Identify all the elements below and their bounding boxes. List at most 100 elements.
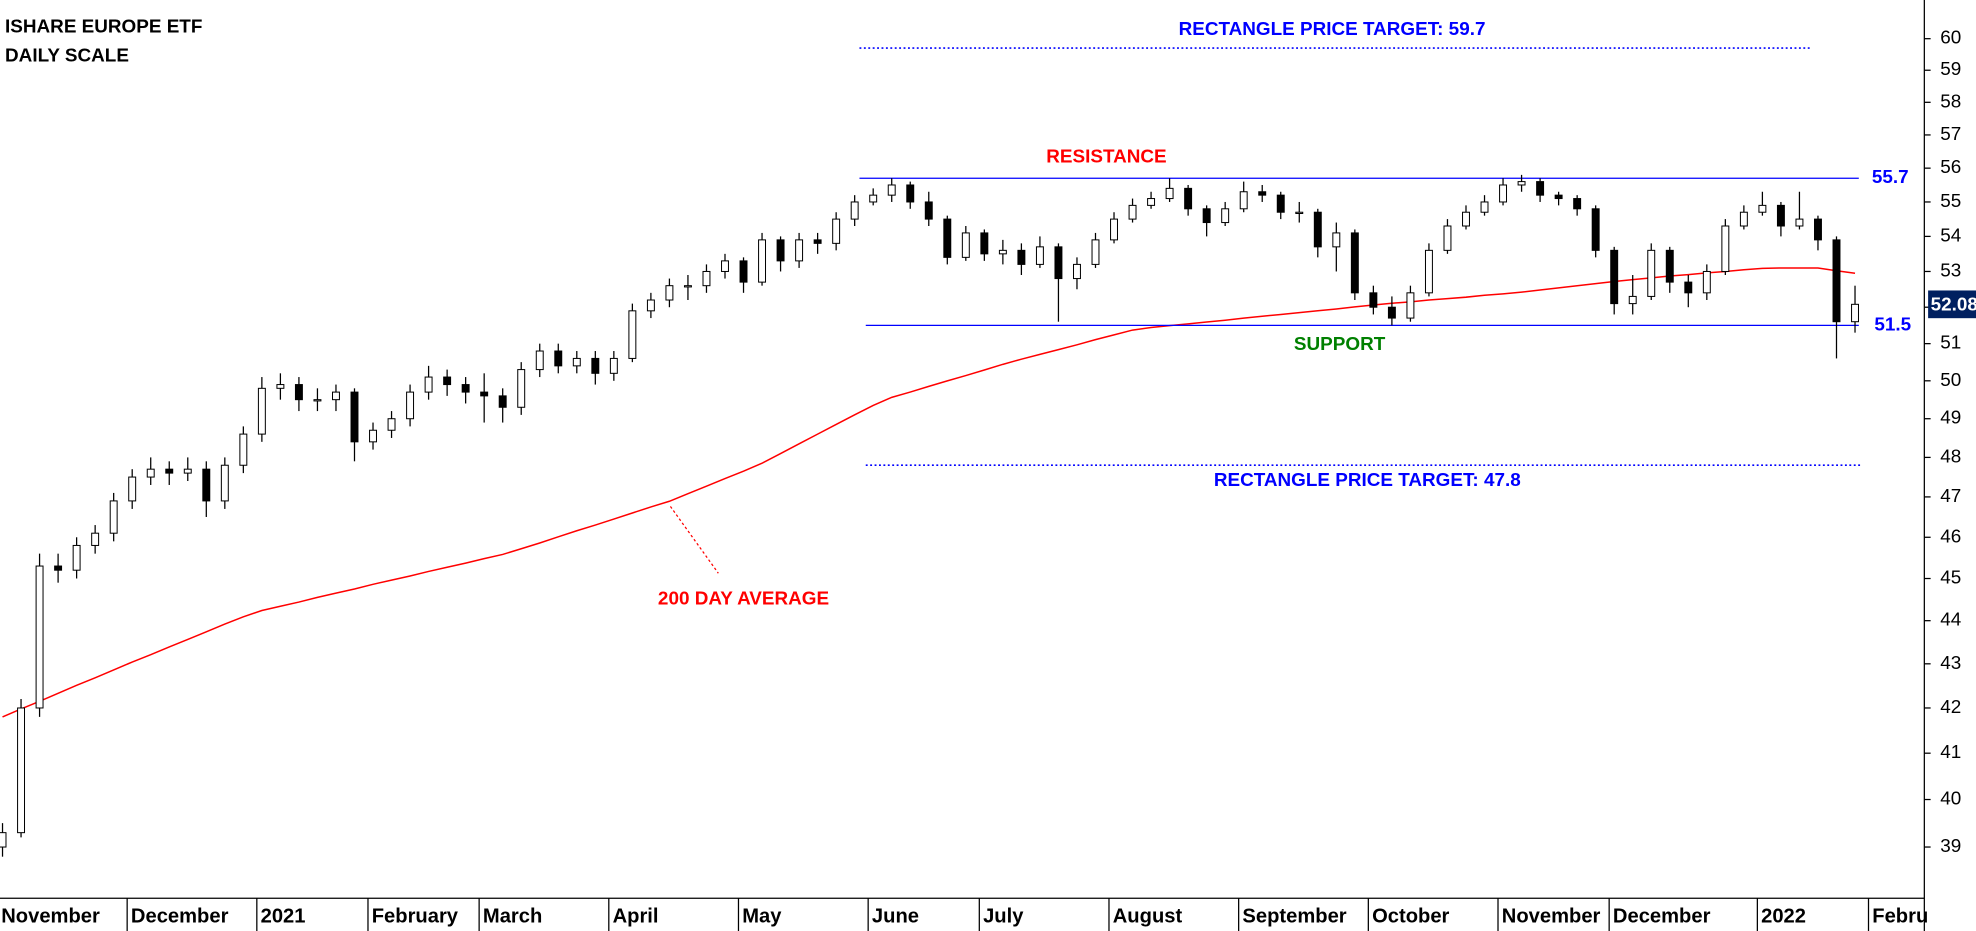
x-tick-label: June xyxy=(872,905,919,927)
x-tick-label: July xyxy=(983,905,1024,927)
candle-body xyxy=(257,387,266,435)
y-tick-label: 43 xyxy=(1940,653,1961,674)
candle-body xyxy=(1499,184,1508,203)
candle-body xyxy=(683,285,692,288)
candle-body xyxy=(128,476,137,502)
candle-body xyxy=(1573,198,1582,210)
y-tick-label: 47 xyxy=(1940,486,1961,507)
candle-body xyxy=(1795,218,1804,227)
candle-body xyxy=(276,384,285,389)
candle-body xyxy=(1017,249,1026,265)
candle-body xyxy=(17,707,26,834)
x-tick-label: April xyxy=(613,905,659,927)
candle-body xyxy=(1054,246,1063,280)
x-tick-label: March xyxy=(483,905,542,927)
candle-body xyxy=(1591,208,1600,251)
candle-body xyxy=(572,357,581,367)
candle-body xyxy=(0,832,7,848)
candle-body xyxy=(1239,191,1248,210)
candle-body xyxy=(294,384,303,401)
candle-body xyxy=(1443,225,1452,251)
candle-body xyxy=(980,232,989,255)
candle-body xyxy=(1110,218,1118,241)
candle-body xyxy=(646,299,655,312)
candle-body xyxy=(35,565,44,709)
y-tick-label: 42 xyxy=(1940,697,1961,718)
candle-body xyxy=(220,464,229,502)
x-tick-label: September xyxy=(1242,905,1346,927)
candle-body xyxy=(1165,187,1174,200)
level-label: RECTANGLE PRICE TARGET: 47.8 xyxy=(1214,470,1521,491)
candle-body xyxy=(609,357,618,374)
x-tick-label: December xyxy=(1613,905,1711,927)
candle-body xyxy=(1517,181,1526,186)
candle-body xyxy=(1035,246,1044,265)
candle-body xyxy=(461,384,470,393)
candle-body xyxy=(1202,208,1211,224)
y-tick-label: 40 xyxy=(1940,789,1961,810)
candle-body xyxy=(795,239,804,262)
candle-body xyxy=(165,468,174,474)
x-tick-label: Febru xyxy=(1872,905,1928,927)
candle-body xyxy=(1258,191,1267,196)
x-tick-label: May xyxy=(742,905,782,927)
candle-body xyxy=(1332,232,1341,248)
candle-body xyxy=(1221,208,1230,224)
candle-body xyxy=(535,350,544,371)
candle-body xyxy=(1851,303,1859,323)
candle-body xyxy=(1758,204,1767,213)
x-tick-label: November xyxy=(1502,905,1601,927)
x-tick-label: August xyxy=(1113,905,1183,927)
candle-body xyxy=(1276,194,1285,213)
candle-body xyxy=(91,532,100,546)
candle-body xyxy=(1462,211,1470,227)
candle-body xyxy=(813,239,822,244)
candle-body xyxy=(1647,249,1656,297)
candle-body xyxy=(1739,211,1748,227)
candle-body xyxy=(1628,295,1637,305)
candle-body xyxy=(1554,194,1563,200)
candle-body xyxy=(554,350,563,367)
candle-body xyxy=(702,270,711,287)
y-tick-label: 58 xyxy=(1940,91,1961,112)
candle-body xyxy=(776,239,785,262)
candle-body xyxy=(109,500,118,534)
candle-body xyxy=(906,184,915,203)
x-tick-label: February xyxy=(372,905,459,927)
x-tick-label: 2021 xyxy=(261,905,306,927)
level-label: SUPPORT xyxy=(1294,334,1386,355)
candle-body xyxy=(591,357,600,374)
y-tick-label: 49 xyxy=(1940,408,1961,429)
chart-title: ISHARE EUROPE ETF xyxy=(5,17,202,38)
candle-body xyxy=(443,376,452,386)
candle-body xyxy=(498,395,507,408)
candle-body xyxy=(517,369,526,408)
candle-body xyxy=(1814,218,1822,241)
candle-body xyxy=(350,391,359,443)
candle-body xyxy=(480,391,489,397)
candle-body xyxy=(202,468,211,502)
candle-body xyxy=(1776,204,1785,227)
y-tick-label: 45 xyxy=(1940,568,1961,589)
last-price-label: 52.08 xyxy=(1931,295,1976,316)
candle-body xyxy=(1684,281,1693,294)
y-tick-label: 55 xyxy=(1940,191,1961,212)
candle-body xyxy=(1387,306,1396,319)
y-tick-label: 51 xyxy=(1940,333,1961,354)
y-tick-label: 54 xyxy=(1940,225,1961,246)
candle-body xyxy=(146,468,155,478)
candle-body xyxy=(54,565,63,571)
candle-body xyxy=(1480,201,1489,213)
y-tick-label: 46 xyxy=(1940,526,1961,547)
candle-body xyxy=(665,285,674,301)
candle-body xyxy=(424,376,433,393)
candle-body xyxy=(887,184,896,196)
candle-body xyxy=(369,429,377,443)
y-tick-label: 60 xyxy=(1940,28,1961,49)
candle-body xyxy=(1424,249,1433,294)
candle-body xyxy=(1406,292,1415,319)
level-value: 51.5 xyxy=(1874,314,1911,335)
y-tick-label: 56 xyxy=(1940,157,1961,178)
